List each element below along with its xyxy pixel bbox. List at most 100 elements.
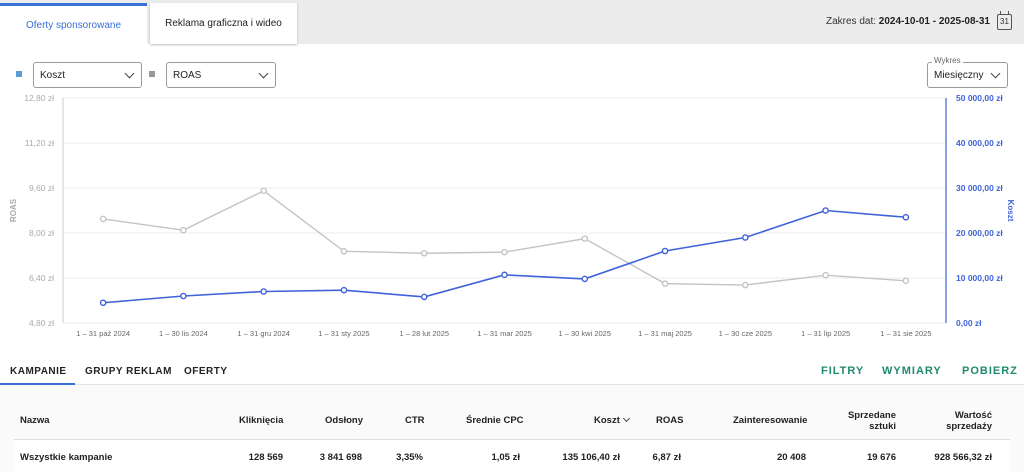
table-row[interactable] bbox=[14, 439, 1010, 472]
calendar-icon[interactable]: 31 bbox=[997, 11, 1012, 30]
header-sold-line1: Sprzedane bbox=[847, 410, 896, 421]
roas-data-point bbox=[581, 235, 589, 242]
metric2-value: ROAS bbox=[173, 69, 202, 81]
x-tick-label: 1 – 30 lis 2024 bbox=[159, 329, 208, 338]
header-clicks[interactable]: Kliknięcia bbox=[239, 415, 284, 426]
y-left-tick-label: 8,00 zł bbox=[29, 228, 54, 238]
metric2-select[interactable]: ROAS bbox=[166, 62, 276, 88]
y-left-axis-title: ROAS bbox=[9, 198, 18, 222]
x-tick-label: 1 – 30 cze 2025 bbox=[719, 329, 772, 338]
roas-data-point bbox=[501, 248, 508, 256]
koszt-series-line bbox=[103, 209, 906, 304]
roas-data-point bbox=[420, 249, 428, 257]
header-impressions[interactable]: Odsłony bbox=[325, 415, 364, 426]
cell-clicks: 128 569 bbox=[248, 452, 283, 463]
header-ctr[interactable]: CTR bbox=[405, 415, 425, 426]
period-value: Miesięczny bbox=[934, 69, 984, 81]
roas-data-point bbox=[661, 280, 669, 287]
cell-impressions: 3 841 698 bbox=[319, 452, 362, 463]
x-tick-label: 1 – 30 kwi 2025 bbox=[558, 329, 611, 338]
koszt-data-point bbox=[420, 293, 428, 301]
header-sold-units[interactable]: Sprzedane sztuki bbox=[840, 410, 896, 432]
cell-cpc: 1,05 zł bbox=[491, 452, 520, 463]
subtab-bar: KAMPANIE GRUPY REKLAM OFERTY bbox=[0, 357, 1024, 385]
roas-data-point bbox=[742, 281, 749, 289]
cell-cost: 135 106,40 zł bbox=[562, 452, 620, 463]
active-subtab-indicator bbox=[0, 383, 75, 385]
x-tick-label: 1 – 31 gru 2024 bbox=[237, 329, 290, 338]
y-left-tick-label: 4,80 zł bbox=[29, 318, 54, 328]
cell-sales-value: 928 566,32 zł bbox=[934, 452, 992, 463]
roas-series-line bbox=[103, 189, 906, 286]
koszt-data-point bbox=[822, 207, 829, 214]
koszt-data-point bbox=[581, 275, 589, 283]
metric1-select[interactable]: Koszt bbox=[33, 62, 142, 88]
period-legend: Wykres bbox=[932, 56, 963, 65]
y-right-tick-label: 30 000,00 zł bbox=[956, 183, 1003, 193]
y-right-tick-label: 10 000,00 zł bbox=[956, 273, 1003, 283]
koszt-data-point bbox=[661, 247, 669, 255]
cell-name: Wszystkie kampanie bbox=[20, 452, 113, 463]
cell-ctr: 3,35% bbox=[396, 452, 423, 463]
koszt-data-point bbox=[902, 213, 910, 221]
metric1-value: Koszt bbox=[40, 69, 66, 81]
header-value-line2: sprzedaży bbox=[946, 421, 992, 432]
dimensions-button[interactable]: WYMIARY bbox=[882, 365, 942, 377]
koszt-data-point bbox=[180, 292, 187, 300]
x-tick-label: 1 – 31 mar 2025 bbox=[477, 329, 532, 338]
y-right-axis-title: Koszt bbox=[1006, 200, 1015, 222]
koszt-legend-square bbox=[16, 71, 22, 77]
header-cost[interactable]: Koszt bbox=[594, 414, 630, 426]
roas-data-point bbox=[260, 187, 267, 195]
cell-sold: 19 676 bbox=[866, 452, 896, 463]
subtab-offers[interactable]: OFERTY bbox=[184, 366, 228, 377]
subtab-campaigns[interactable]: KAMPANIE bbox=[10, 366, 67, 377]
filters-button[interactable]: FILTRY bbox=[821, 365, 865, 377]
header-sold-line2: sztuki bbox=[869, 421, 896, 432]
subtab-ad-groups[interactable]: GRUPY REKLAM bbox=[85, 366, 172, 377]
roas-data-point bbox=[822, 271, 829, 279]
date-range[interactable]: Zakres dat: 2024-10-01 - 2025-08-31 bbox=[826, 16, 990, 27]
tab-sponsored-offers[interactable]: Oferty sponsorowane bbox=[0, 3, 147, 44]
roas-data-point bbox=[180, 226, 187, 234]
y-left-tick-label: 9,60 zł bbox=[29, 183, 54, 193]
chevron-down-icon bbox=[258, 68, 269, 79]
x-tick-label: 1 – 31 lip 2025 bbox=[801, 329, 850, 338]
header-value-line1: Wartość bbox=[954, 410, 992, 421]
koszt-data-point bbox=[260, 288, 267, 295]
roas-data-point bbox=[340, 247, 348, 255]
y-right-tick-label: 0,00 zł bbox=[956, 318, 982, 328]
header-roas[interactable]: ROAS bbox=[656, 415, 684, 426]
top-tab-bar: Oferty sponsorowane Reklama graficzna i … bbox=[0, 0, 1024, 44]
date-range-value: 2024-10-01 - 2025-08-31 bbox=[878, 16, 990, 27]
tab-display-video-ads[interactable]: Reklama graficzna i wideo bbox=[150, 3, 297, 44]
download-button[interactable]: POBIERZ bbox=[962, 365, 1018, 377]
x-tick-label: 1 – 28 lut 2025 bbox=[399, 329, 449, 338]
roas-legend-square bbox=[149, 71, 155, 77]
header-sales-value[interactable]: Wartość sprzedaży bbox=[934, 410, 992, 432]
x-tick-label: 1 – 31 sty 2025 bbox=[318, 329, 369, 338]
koszt-data-point bbox=[742, 234, 749, 241]
sort-down-icon bbox=[622, 414, 630, 423]
line-chart: 12,80 zł 50 000,00 zł 11,20 zł 40 000,00 zł… bbox=[9, 93, 1015, 338]
chevron-down-icon bbox=[990, 68, 1001, 79]
period-select[interactable]: Miesięczny bbox=[927, 62, 1008, 88]
y-right-tick-label: 20 000,00 zł bbox=[956, 228, 1003, 238]
chevron-down-icon bbox=[124, 68, 135, 79]
x-tick-label: 1 – 31 paź 2024 bbox=[76, 329, 130, 338]
y-left-tick-label: 6,40 zł bbox=[29, 273, 54, 283]
koszt-data-point bbox=[501, 271, 508, 279]
koszt-data-point bbox=[99, 299, 107, 307]
roas-data-point bbox=[902, 277, 910, 285]
y-right-tick-label: 40 000,00 zł bbox=[956, 138, 1003, 148]
header-name[interactable]: Nazwa bbox=[20, 415, 50, 426]
date-range-label: Zakres dat: bbox=[825, 16, 877, 27]
y-left-tick-label: 11,20 zł bbox=[25, 138, 54, 148]
x-tick-label: 1 – 31 maj 2025 bbox=[638, 329, 692, 338]
header-cost-label: Koszt bbox=[594, 415, 620, 426]
koszt-data-point bbox=[340, 286, 348, 294]
header-interest[interactable]: Zainteresowanie bbox=[733, 415, 808, 426]
x-tick-label: 1 – 31 sie 2025 bbox=[880, 329, 931, 338]
header-cpc[interactable]: Średnie CPC bbox=[466, 415, 524, 426]
cell-interest: 20 408 bbox=[776, 452, 806, 463]
